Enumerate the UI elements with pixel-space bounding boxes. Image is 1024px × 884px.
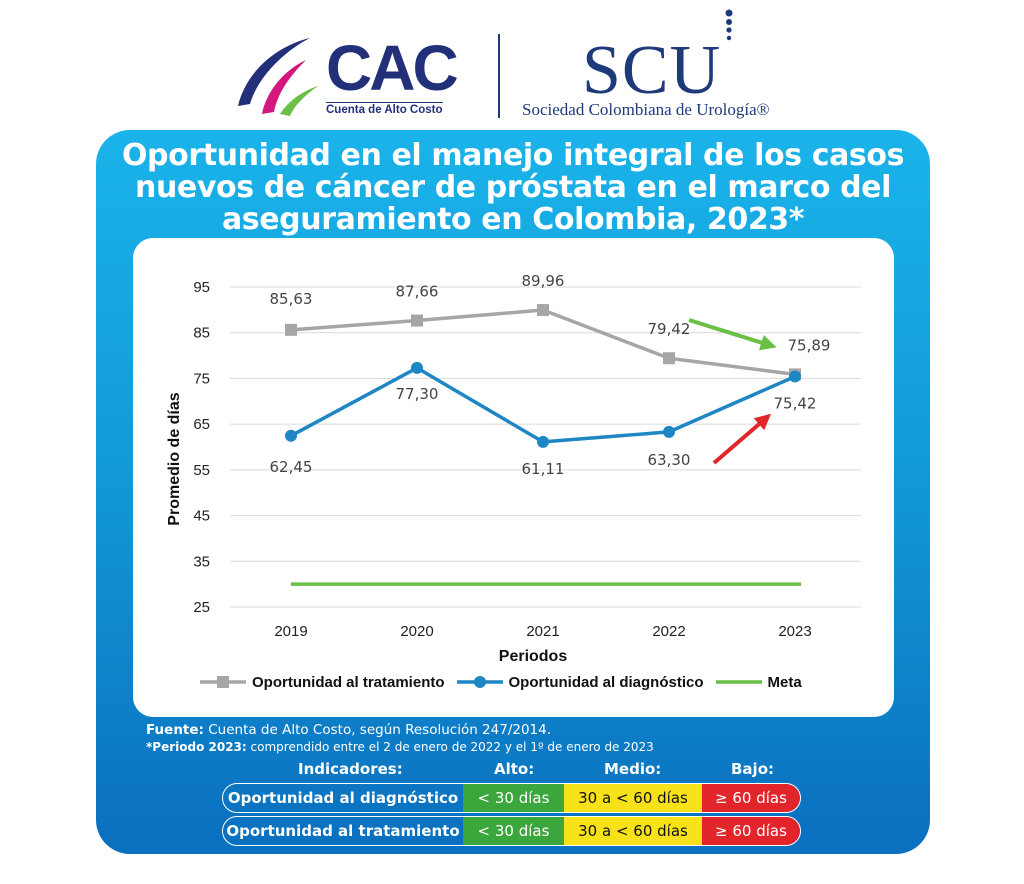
logo-divider [498, 34, 500, 118]
line-chart: 95 85 75 65 55 45 35 25 2019 2020 2021 2022 2023 Peri… [166, 272, 861, 665]
legend-label: Meta [767, 673, 802, 691]
scu-dots-icon [725, 9, 733, 41]
x-tick-label: 2021 [526, 623, 559, 640]
period-text: comprendido entre el 2 de enero de 2022 … [250, 740, 654, 754]
data-label-tratamiento: 85,63 [270, 290, 313, 308]
data-label-diagnostico: 61,11 [522, 460, 565, 478]
y-tick-label: 75 [193, 370, 210, 387]
data-label-diagnostico: 62,45 [270, 458, 313, 476]
indicator-name: Oportunidad al diagnóstico [227, 789, 459, 807]
green-arrow-icon [688, 318, 777, 351]
x-tick-label: 2022 [652, 623, 685, 640]
title-line: Oportunidad en el manejo integral de los… [121, 138, 905, 173]
data-label-tratamiento: 89,96 [522, 272, 565, 290]
data-label-diagnostico: 75,42 [774, 395, 817, 413]
period-label: *Periodo 2023: [146, 740, 247, 754]
data-point-square [285, 323, 297, 336]
period-note: *Periodo 2023: comprendido entre el 2 de… [146, 740, 654, 754]
x-tick-label: 2020 [400, 623, 433, 640]
header-logos: CAC Cuenta de Alto Costo SCU Sociedad Co… [0, 0, 1024, 130]
y-tick-label: 65 [193, 416, 210, 433]
red-arrow-icon [712, 413, 772, 465]
alto-header: Alto: [494, 760, 535, 778]
legend-item-tratamiento: Oportunidad al tratamiento [200, 672, 445, 692]
data-point-circle [789, 370, 801, 383]
legend-item-diagnostico: Oportunidad al diagnóstico [456, 672, 704, 692]
data-point-circle [663, 425, 675, 438]
medio-cell: 30 a < 60 días [564, 784, 702, 812]
cac-logo-subtitle: Cuenta de Alto Costo [326, 102, 443, 116]
data-point-circle [411, 361, 423, 374]
indicator-row: Oportunidad al diagnóstico < 30 días 30 … [222, 783, 801, 813]
cac-logo-icon [238, 38, 318, 116]
chart-legend: Oportunidad al tratamiento Oportunidad a… [200, 672, 802, 692]
legend-circle-marker-icon [456, 676, 503, 688]
source-text: Cuenta de Alto Costo, según Resolución 2… [208, 722, 552, 738]
scu-logo-subtitle: Sociedad Colombiana de Urología® [522, 100, 770, 119]
y-tick-label: 85 [193, 325, 210, 342]
source-label: Fuente: [146, 722, 204, 738]
data-point-square [537, 304, 549, 317]
data-label-tratamiento: 75,89 [788, 336, 831, 354]
cac-logo-text: CAC [326, 32, 459, 104]
chart-card: 95 85 75 65 55 45 35 25 2019 2020 2021 2022 2023 Peri… [133, 238, 894, 717]
x-tick-label: 2019 [274, 623, 307, 640]
y-axis-title: Promedio de días [166, 392, 183, 525]
indicator-header: Indicadores: [298, 760, 403, 778]
indicator-name: Oportunidad al tratamiento [226, 822, 460, 840]
page-title: Oportunidad en el manejo integral de los… [96, 140, 930, 236]
alto-cell: < 30 días [463, 817, 564, 845]
data-label-diagnostico: 63,30 [648, 451, 691, 469]
bajo-cell: ≥ 60 días [702, 817, 800, 845]
legend-square-marker-icon [200, 676, 246, 688]
medio-cell: 30 a < 60 días [564, 817, 702, 845]
bajo-header: Bajo: [731, 760, 775, 778]
y-tick-label: 25 [193, 599, 210, 616]
y-tick-label: 95 [193, 279, 210, 296]
alto-cell: < 30 días [463, 784, 564, 812]
y-tick-label: 55 [193, 462, 210, 479]
legend-label: Oportunidad al diagnóstico [508, 673, 704, 691]
title-line: aseguramiento en Colombia, 2023* [221, 202, 805, 237]
y-tick-label: 35 [193, 553, 210, 570]
legend-item-meta: Meta [715, 672, 802, 692]
data-label-tratamiento: 87,66 [396, 283, 439, 301]
series-line-tratamiento [290, 308, 796, 377]
data-point-square [411, 314, 423, 327]
data-point-circle [537, 435, 549, 448]
data-point-circle [285, 429, 297, 442]
medio-header: Medio: [604, 760, 662, 778]
source-note: Fuente: Cuenta de Alto Costo, según Reso… [146, 722, 551, 738]
series-line-diagnostico [290, 366, 796, 444]
data-label-tratamiento: 79,42 [648, 320, 691, 338]
legend-label: Oportunidad al tratamiento [252, 673, 445, 691]
title-line: nuevos de cáncer de próstata en el marco… [134, 170, 892, 205]
scu-logo-text: SCU [582, 32, 722, 109]
bajo-cell: ≥ 60 días [702, 784, 800, 812]
data-point-square [663, 352, 675, 365]
data-label-diagnostico: 77,30 [396, 385, 439, 403]
x-tick-label: 2023 [778, 623, 811, 640]
x-axis-title: Periodos [499, 648, 568, 665]
indicator-row: Oportunidad al tratamiento < 30 días 30 … [222, 816, 801, 846]
legend-line-icon [715, 680, 762, 684]
y-tick-label: 45 [193, 508, 210, 525]
